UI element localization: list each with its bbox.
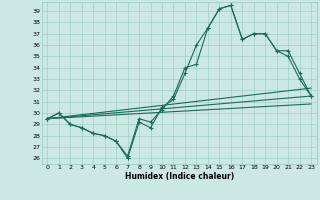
X-axis label: Humidex (Indice chaleur): Humidex (Indice chaleur) bbox=[124, 172, 234, 181]
